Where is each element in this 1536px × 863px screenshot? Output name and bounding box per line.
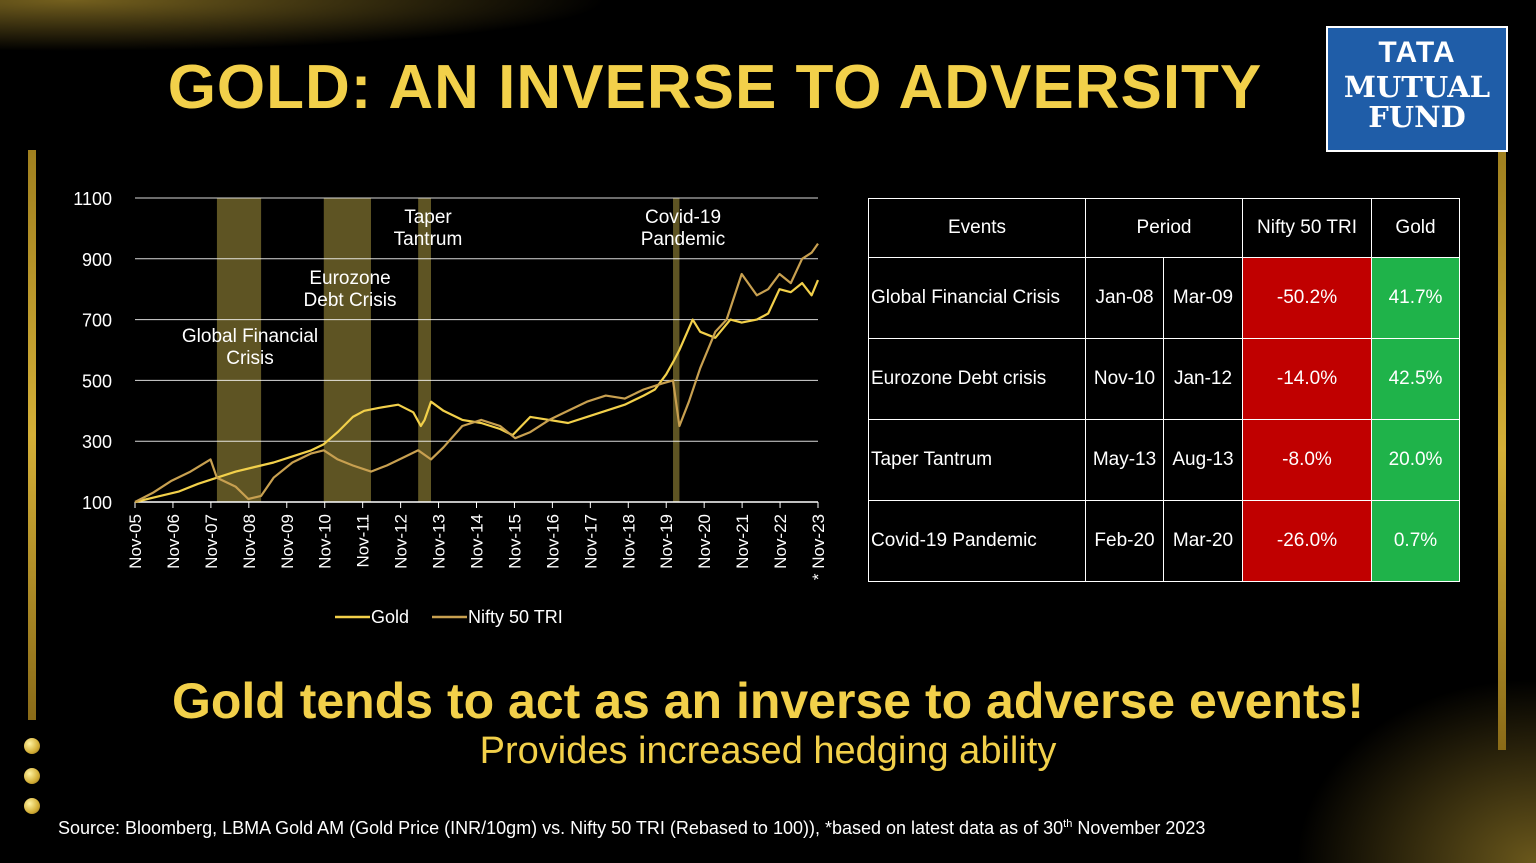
event-name: Covid-19 Pandemic <box>868 500 1086 582</box>
x-tick-label: Nov-06 <box>164 514 183 569</box>
event-band <box>216 198 262 502</box>
source-prefix: Source: Bloomberg, LBMA Gold AM (Gold Pr… <box>58 818 1064 838</box>
x-tick-label: Nov-10 <box>316 514 335 569</box>
x-tick-label: Nov-14 <box>468 514 487 569</box>
source-sup: th <box>1063 818 1073 830</box>
x-tick-label: Nov-09 <box>278 514 297 569</box>
event-name: Taper Tantrum <box>868 419 1086 501</box>
events-table: Events Period Nifty 50 TRI Gold Global F… <box>868 198 1460 582</box>
x-tick-label: Nov-07 <box>202 514 221 569</box>
event-label: Crisis <box>226 348 274 369</box>
gold-vs-nifty-chart: 100 300 500 700 900 1100 Nov-05 Nov-06 Nov-07 Nov… <box>73 189 828 627</box>
table-row: Global Financial Crisis Jan-08 Mar-09 -5… <box>868 257 1460 339</box>
x-tick-label: Nov-22 <box>771 514 790 569</box>
period-to: Aug-13 <box>1163 419 1243 501</box>
period-to: Mar-09 <box>1163 257 1243 339</box>
nifty-return: -8.0% <box>1242 419 1372 501</box>
gold-frame-bar-left <box>28 150 36 720</box>
gold-dot <box>24 738 40 754</box>
period-from: Jan-08 <box>1085 257 1164 339</box>
y-tick-label: 100 <box>82 493 112 513</box>
table-row: Covid-19 Pandemic Feb-20 Mar-20 -26.0% 0… <box>868 500 1460 582</box>
table-row: Taper Tantrum May-13 Aug-13 -8.0% 20.0% <box>868 419 1460 501</box>
header-events: Events <box>868 198 1086 258</box>
x-tick-label: Nov-13 <box>430 514 449 569</box>
tagline: Gold tends to act as an inverse to adver… <box>171 673 1365 729</box>
gold-return: 42.5% <box>1371 338 1460 420</box>
nifty-return: -26.0% <box>1242 500 1372 582</box>
y-tick-label: 300 <box>82 432 112 452</box>
tata-mutual-fund-logo: TATA MUTUAL FUND <box>1326 26 1508 152</box>
nifty-return: -50.2% <box>1242 257 1372 339</box>
y-tick-label: 700 <box>82 311 112 331</box>
event-label: Eurozone <box>309 268 390 289</box>
series-line-nifty <box>134 242 819 503</box>
event-label: Global Financial <box>182 326 318 347</box>
x-tick-label: Nov-19 <box>657 514 676 569</box>
gold-frame-bar-right <box>1498 150 1506 750</box>
event-label: Taper <box>404 207 452 228</box>
event-label: Covid-19 <box>645 207 721 228</box>
event-label: Pandemic <box>641 229 726 250</box>
event-band <box>673 198 680 502</box>
logo-line: FUND <box>1368 100 1466 134</box>
gold-return: 0.7% <box>1371 500 1460 582</box>
event-name: Eurozone Debt crisis <box>868 338 1086 420</box>
logo-line: TATA <box>1378 36 1456 69</box>
x-tick-label: Nov-08 <box>240 514 259 569</box>
gold-dot <box>24 768 40 784</box>
header-period: Period <box>1085 198 1243 258</box>
period-to: Jan-12 <box>1163 338 1243 420</box>
subline: Provides increased hedging ability <box>479 730 1057 772</box>
table-header-row: Events Period Nifty 50 TRI Gold <box>868 198 1460 258</box>
period-from: May-13 <box>1085 419 1164 501</box>
y-tick-label: 1100 <box>73 189 112 209</box>
x-tick-label: Nov-11 <box>354 514 373 568</box>
event-name: Global Financial Crisis <box>868 257 1086 339</box>
x-tick-label: Nov-15 <box>505 514 524 569</box>
header-gold: Gold <box>1371 198 1460 258</box>
period-from: Feb-20 <box>1085 500 1164 582</box>
x-tick-label: Nov-21 <box>733 514 752 569</box>
gold-return: 41.7% <box>1371 257 1460 339</box>
legend-label: Gold <box>371 607 409 627</box>
x-tick-label: Nov-05 <box>126 514 145 569</box>
x-tick-label: * Nov-23 <box>809 514 828 580</box>
y-tick-label: 500 <box>82 371 112 391</box>
logo-line: MUTUAL <box>1343 70 1491 104</box>
x-tick-label: Nov-12 <box>392 514 411 569</box>
x-tick-label: Nov-17 <box>581 514 600 569</box>
glitter-decoration <box>1276 663 1536 863</box>
period-from: Nov-10 <box>1085 338 1164 420</box>
x-tick-label: Nov-16 <box>543 514 562 569</box>
header-nifty: Nifty 50 TRI <box>1242 198 1372 258</box>
period-to: Mar-20 <box>1163 500 1243 582</box>
legend-label: Nifty 50 TRI <box>468 607 563 627</box>
x-tick-label: Nov-18 <box>619 514 638 569</box>
glitter-decoration <box>0 0 700 60</box>
event-label: Tantrum <box>394 229 463 250</box>
nifty-return: -14.0% <box>1242 338 1372 420</box>
gold-dot <box>24 798 40 814</box>
x-tick-label: Nov-20 <box>695 514 714 569</box>
gold-return: 20.0% <box>1371 419 1460 501</box>
event-label: Debt Crisis <box>304 290 397 311</box>
table-row: Eurozone Debt crisis Nov-10 Jan-12 -14.0… <box>868 338 1460 420</box>
event-band <box>323 198 371 502</box>
page-title: GOLD: AN INVERSE TO ADVERSITY <box>167 53 1263 122</box>
source-suffix: November 2023 <box>1072 818 1206 838</box>
y-tick-label: 900 <box>82 250 112 270</box>
source-note: Source: Bloomberg, LBMA Gold AM (Gold Pr… <box>58 818 1205 839</box>
